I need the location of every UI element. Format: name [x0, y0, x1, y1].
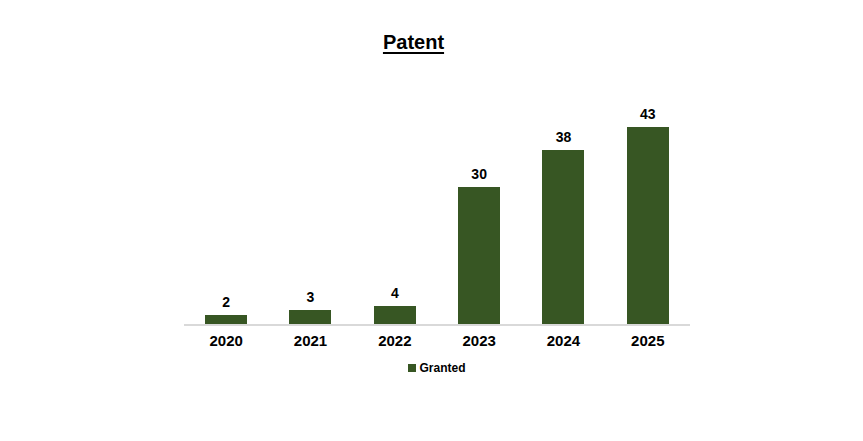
data-label: 30 — [471, 166, 487, 182]
x-tick-label: 2022 — [353, 332, 437, 349]
data-label: 2 — [222, 294, 230, 310]
legend-label: Granted — [419, 361, 465, 375]
x-tick-label: 2024 — [521, 332, 605, 349]
x-tick-label: 2020 — [184, 332, 268, 349]
data-label: 43 — [640, 106, 656, 122]
bar-slot: 43 — [606, 118, 690, 324]
bar-slot: 38 — [521, 118, 605, 324]
bar-2020: 2 — [205, 315, 247, 324]
bar-slot: 2 — [184, 118, 268, 324]
bar-2025: 43 — [627, 127, 669, 324]
plot-area: 234303843 — [184, 118, 690, 326]
bar-slot: 3 — [268, 118, 352, 324]
legend: Granted — [184, 361, 690, 375]
data-label: 38 — [556, 129, 572, 145]
x-tick-label: 2025 — [606, 332, 690, 349]
bar-slot: 30 — [437, 118, 521, 324]
data-label: 4 — [391, 285, 399, 301]
bar-slot: 4 — [353, 118, 437, 324]
bar-2021: 3 — [289, 310, 331, 324]
legend-swatch-icon — [408, 364, 416, 372]
data-label: 3 — [307, 289, 315, 305]
bar-2024: 38 — [542, 150, 584, 324]
x-axis-labels: 202020212022202320242025 — [184, 332, 690, 349]
bar-2022: 4 — [374, 306, 416, 324]
bar-2023: 30 — [458, 187, 500, 324]
x-tick-label: 2023 — [437, 332, 521, 349]
x-tick-label: 2021 — [268, 332, 352, 349]
chart-title: Patent — [161, 31, 666, 54]
chart-canvas: Patent 234303843 20202021202220232024202… — [0, 0, 863, 441]
